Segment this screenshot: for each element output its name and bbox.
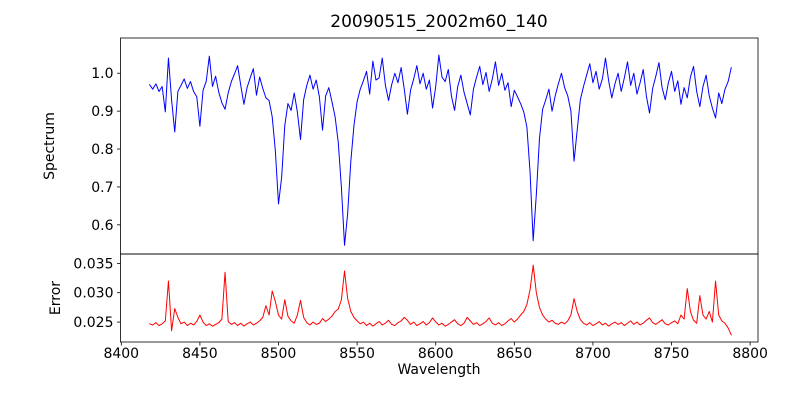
chart-title: 20090515_2002m60_140 [330, 12, 548, 32]
x-tick-label: 8600 [418, 346, 454, 362]
x-axis-label: Wavelength [397, 362, 481, 378]
x-tick-label: 8650 [496, 346, 532, 362]
spectrum-y-tick-label: 0.7 [91, 180, 113, 196]
error-line [149, 264, 732, 336]
error-y-tick-label: 0.030 [73, 286, 113, 302]
x-tick-label: 8400 [103, 346, 139, 362]
x-tick-label: 8700 [575, 346, 611, 362]
spectrum-axes-frame [120, 37, 759, 255]
x-tick-label: 8750 [654, 346, 690, 362]
x-tick-label: 8550 [339, 346, 375, 362]
spectrum-y-tick-label: 1.0 [91, 66, 113, 82]
error-y-tick-label: 0.035 [73, 256, 113, 272]
error-y-tick-label: 0.025 [73, 315, 113, 331]
x-tick-label: 8500 [261, 346, 297, 362]
spectrum-line [149, 54, 732, 246]
spectrum-y-tick-label: 0.6 [91, 218, 113, 234]
x-tick-label: 8800 [732, 346, 768, 362]
spectrum-y-tick-label: 0.8 [91, 142, 113, 158]
x-tick-label: 8450 [182, 346, 218, 362]
spectrum-y-tick-label: 0.9 [91, 104, 113, 120]
error-axes-frame [120, 253, 759, 343]
